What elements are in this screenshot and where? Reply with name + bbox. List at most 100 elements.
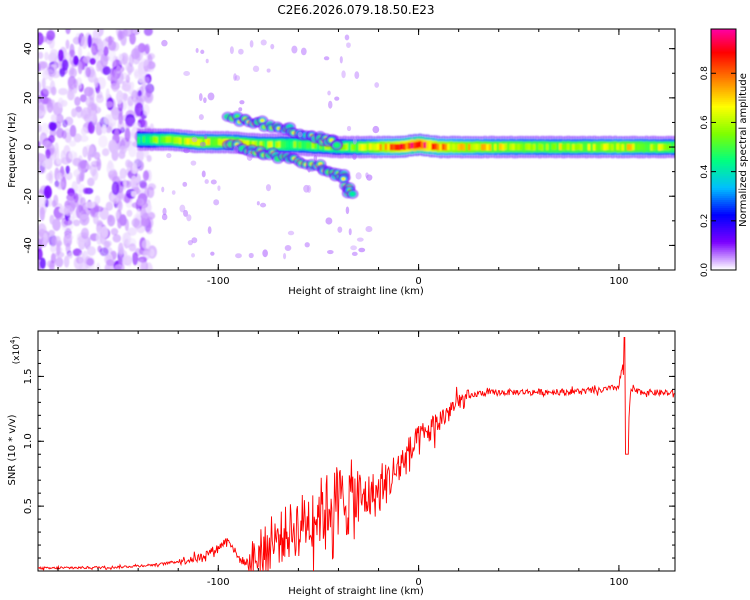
colorbar-gradient: [711, 29, 736, 271]
band-cell: [532, 143, 537, 151]
faint-blob: [195, 47, 199, 53]
colorbar-cell: [711, 121, 736, 124]
band-cell: [342, 143, 347, 151]
colorbar-cell: [711, 141, 736, 144]
faint-blob: [259, 202, 267, 208]
faint-blob: [284, 244, 292, 252]
noise-blob: [79, 160, 87, 169]
noise-blob: [107, 214, 113, 223]
noise-blob: [38, 81, 41, 93]
noise-blob: [122, 254, 133, 265]
noise-blob: [106, 259, 115, 267]
snr-x-axis-label: Height of straight line (km): [288, 586, 424, 597]
noise-blob: [96, 90, 103, 99]
faint-blob: [291, 45, 298, 54]
colorbar-cell: [711, 203, 736, 207]
band-cell: [207, 138, 211, 146]
noise-blob: [91, 42, 98, 56]
noise-blob: [146, 186, 155, 199]
colorbar-cell: [711, 75, 736, 78]
colorbar-cell: [711, 31, 736, 34]
faint-blob: [191, 253, 195, 258]
faint-blob: [182, 181, 188, 187]
colorbar-cell: [711, 245, 736, 249]
noise-blob: [111, 41, 120, 52]
colorbar-cell: [711, 115, 736, 118]
noise-blob: [81, 36, 88, 50]
noise-blob: [103, 46, 109, 57]
noise-blob: [63, 255, 70, 268]
noise-blob: [132, 162, 138, 175]
faint-blob: [260, 39, 267, 46]
band-cell: [569, 144, 573, 151]
faint-blob: [327, 90, 331, 96]
faint-blob: [248, 252, 254, 259]
noise-blob: [140, 218, 148, 227]
band-cell: [314, 142, 318, 149]
faint-blob: [365, 172, 369, 179]
band-cell: [306, 142, 310, 149]
noise-blob: [38, 35, 48, 43]
noise-blob: [128, 243, 137, 252]
figure-title: C2E6.2026.079.18.50.E23: [277, 3, 434, 17]
band-cell: [496, 144, 500, 151]
noise-blob: [93, 151, 101, 160]
colorbar-tick-label: 0.2: [700, 214, 710, 228]
noise-blob: [128, 54, 134, 67]
faint-blob: [358, 247, 366, 253]
band-cell: [311, 142, 315, 149]
band-cell: [611, 144, 615, 151]
noise-blob: [73, 78, 78, 89]
noise-region: [38, 29, 157, 270]
faint-blob: [372, 125, 380, 134]
noise-blob: [50, 114, 58, 123]
faint-blob: [238, 107, 243, 112]
colorbar-cell: [711, 45, 736, 48]
faint-blob: [304, 242, 310, 248]
colorbar-cell: [711, 163, 736, 166]
noise-blob: [117, 218, 122, 229]
band-cell: [566, 143, 571, 151]
faint-blob: [352, 153, 357, 160]
noise-blob: [72, 55, 79, 66]
band-cell: [600, 143, 604, 151]
band-cell: [272, 141, 276, 148]
band-cell: [371, 143, 375, 151]
noise-blob: [41, 77, 46, 90]
noise-blob: [127, 29, 135, 35]
noise-blob: [46, 260, 56, 268]
snr-ticks: -100 0 100 0.5 1.0 1.5: [23, 331, 675, 588]
band-cell: [663, 143, 667, 151]
band-cell: [178, 137, 183, 145]
noise-blob: [74, 96, 81, 106]
faint-blob: [199, 141, 206, 147]
noise-blob: [61, 59, 69, 71]
band-cell: [652, 144, 656, 151]
noise-blob: [45, 148, 51, 159]
colorbar-cell: [711, 167, 736, 170]
y-tick-label: 1.5: [23, 368, 34, 384]
band-cell: [434, 143, 438, 150]
colorbar-cell: [711, 261, 736, 265]
spectrogram-ticks: -100 0 100 -40 -20 0 20 40: [23, 29, 675, 287]
band-cell: [603, 143, 607, 151]
band-cell: [561, 144, 565, 151]
band-cell: [553, 143, 558, 150]
noise-blob: [90, 109, 97, 123]
band-cell: [530, 144, 534, 151]
noise-blob: [65, 242, 71, 254]
band-cell: [517, 143, 521, 151]
band-cell: [564, 143, 568, 151]
band-cell: [374, 143, 378, 151]
faint-blob: [239, 100, 245, 105]
faint-blob: [328, 100, 333, 109]
noise-blob: [136, 198, 145, 206]
colorbar-cell: [711, 247, 736, 251]
colorbar-cell: [711, 227, 736, 231]
band-cell: [413, 142, 417, 149]
band-cell: [275, 141, 279, 148]
faint-blob: [339, 56, 343, 64]
colorbar-cell: [711, 143, 736, 146]
noise-blob: [118, 200, 123, 211]
band-cell: [282, 141, 287, 148]
